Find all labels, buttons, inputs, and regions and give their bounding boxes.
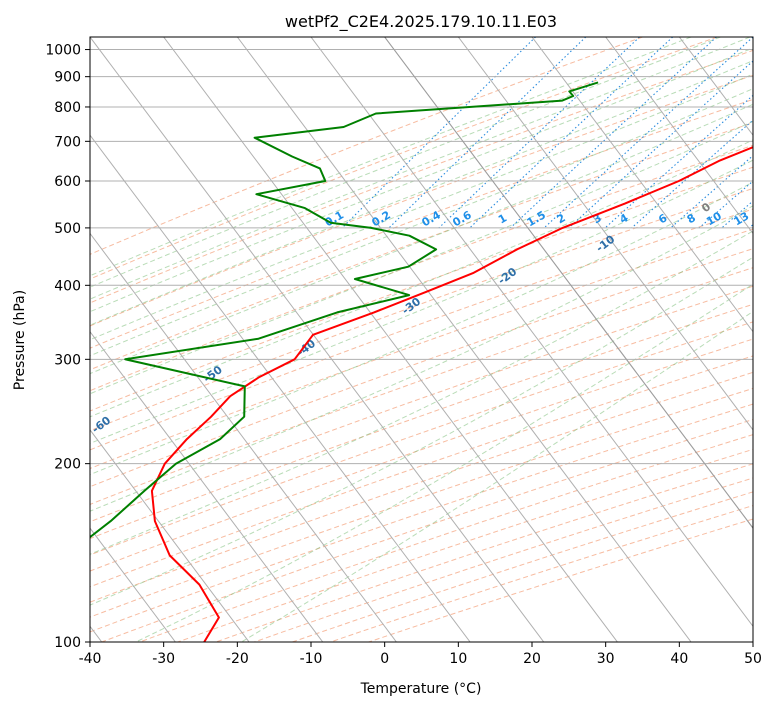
isotherm-line	[90, 134, 471, 642]
y-tick-label: 300	[54, 352, 81, 368]
y-tick-label: 900	[54, 70, 81, 86]
dry-adiabat-line	[90, 98, 753, 349]
isotherm-gridlines	[90, 37, 753, 642]
moist-adiabat-line	[90, 37, 721, 288]
moist-adiabat-line	[241, 310, 753, 642]
moist-adiabat-line	[90, 181, 753, 476]
dry-adiabat-line	[215, 463, 753, 642]
dry-adiabat-line	[90, 49, 753, 304]
x-tick-label: 50	[744, 651, 762, 667]
y-tick-label: 400	[54, 278, 81, 294]
dry-adiabats	[90, 37, 753, 642]
y-tick-label: 600	[54, 174, 81, 190]
isotherm-line	[90, 330, 324, 642]
y-axis-title: Pressure (hPa)	[12, 290, 28, 390]
dry-adiabat-line	[90, 248, 753, 488]
mixing-ratio-lines	[341, 37, 753, 229]
x-tick-label: -20	[226, 651, 249, 667]
y-tick-label: 200	[54, 457, 81, 473]
zero-isotherm-line	[384, 37, 753, 529]
dry-adiabat-line	[90, 166, 753, 412]
mixing-ratio-line	[568, 60, 753, 229]
y-axis: 100 200 300 400 500 600 700 800 900 1000	[45, 43, 90, 651]
dry-adiabat-line	[90, 37, 643, 255]
plot-area: -100-90-80-70-60-50-40-30-20-10010203040…	[90, 37, 753, 642]
moist-adiabat-line	[90, 120, 753, 395]
dewpoint-profile	[90, 81, 599, 539]
moist-adiabat-line	[90, 103, 753, 375]
mixing-ratio-line	[510, 37, 717, 229]
mixing-ratio-line	[670, 154, 753, 229]
isotherm-line	[605, 37, 753, 235]
plot-frame	[89, 36, 754, 643]
isotherm-line	[236, 37, 692, 642]
dry-adiabat-line	[90, 387, 753, 618]
isotherm-line	[90, 429, 250, 642]
moist-adiabat-line	[90, 139, 753, 418]
moist-adiabat-line	[90, 47, 753, 313]
y-tick-label: 800	[54, 100, 81, 116]
temperature-profile	[150, 146, 753, 642]
moist-adiabats	[90, 37, 753, 642]
mixing-ratio-line	[543, 37, 753, 229]
moist-adiabat-line	[90, 256, 753, 606]
dry-adiabat-line	[90, 144, 753, 392]
chart-title: wetPf2_C2E4.2025.179.10.11.E03	[285, 12, 557, 32]
dry-adiabat-line	[90, 285, 753, 523]
moist-adiabat-line	[135, 283, 753, 642]
mixing-ratio-line	[388, 37, 587, 229]
y-tick-label: 700	[54, 134, 81, 150]
isotherm-line	[163, 37, 618, 642]
zero-isotherm	[384, 37, 753, 529]
isotherm-line	[90, 232, 397, 642]
dry-adiabat-line	[90, 122, 753, 371]
isotherm-line	[457, 37, 753, 431]
y-tick-label: 1000	[45, 43, 81, 59]
isotherm-line	[90, 527, 176, 642]
sounding-profiles	[90, 81, 753, 642]
dry-adiabat-line	[90, 208, 753, 451]
x-tick-label: 30	[597, 651, 615, 667]
dry-adiabat-line	[90, 37, 718, 280]
dry-adiabat-line	[177, 448, 753, 642]
moist-adiabat-line	[90, 37, 692, 277]
moist-adiabat-line	[90, 60, 753, 326]
dry-adiabat-line	[90, 338, 753, 572]
isotherm-line	[90, 37, 545, 642]
dry-adiabat-line	[90, 321, 753, 556]
dry-adiabat-line	[139, 434, 753, 642]
isobar-gridlines	[90, 49, 753, 642]
x-tick-label: 20	[523, 651, 541, 667]
x-axis-title: Temperature (°C)	[360, 681, 482, 697]
x-axis: -40 -30 -20 -10 0 10 20 30 40 50	[79, 642, 762, 667]
x-tick-label: -10	[300, 651, 323, 667]
x-tick-label: 10	[449, 651, 467, 667]
x-tick-label: -40	[79, 651, 102, 667]
isotherm-line	[310, 37, 753, 628]
dry-adiabat-line	[90, 303, 753, 540]
x-tick-label: -30	[152, 651, 175, 667]
moist-adiabat-line	[90, 205, 753, 512]
y-tick-label: 500	[54, 221, 81, 237]
x-tick-label: 0	[380, 651, 389, 667]
y-tick-label: 100	[54, 635, 81, 651]
dry-adiabat-line	[101, 418, 753, 642]
moist-adiabat-line	[90, 73, 753, 341]
isotherm-line	[531, 37, 753, 333]
x-tick-label: 40	[670, 651, 688, 667]
